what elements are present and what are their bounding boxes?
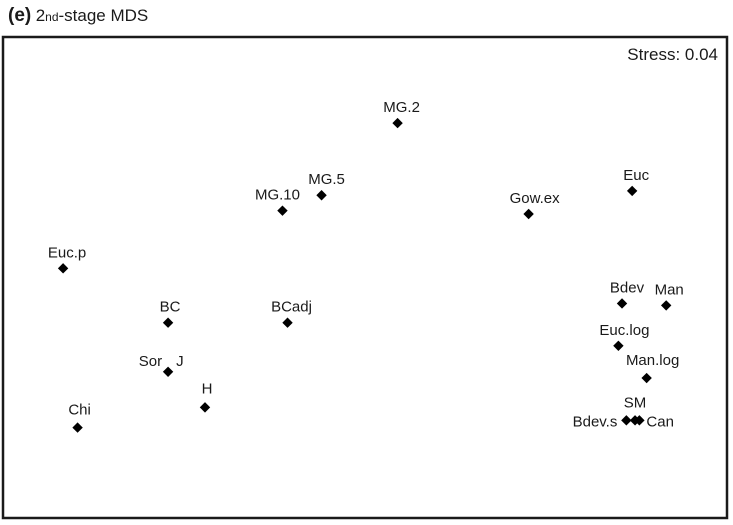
point-label-mg-2: MG.2	[383, 99, 420, 116]
point-marker-euc-log	[613, 340, 624, 352]
point-marker-chi	[72, 422, 83, 433]
title-ordinal-suffix: nd	[45, 10, 59, 24]
point-marker-gow-ex	[523, 208, 534, 220]
point-label-bdev-s: Bdev.s	[573, 413, 618, 430]
point-label-euc-log: Euc.log	[599, 322, 649, 339]
point-marker-mg-2	[392, 117, 403, 129]
point-label-h: H	[202, 380, 213, 397]
point-label-bcadj: BCadj	[271, 299, 312, 316]
point-label-j: J	[176, 353, 184, 370]
point-label-mg-5: MG.5	[308, 171, 345, 188]
point-label-man-log: Man.log	[626, 352, 679, 369]
panel-letter: (e)	[8, 5, 32, 26]
title-text: 2nd-stage MDS	[36, 6, 149, 25]
point-marker-mg-10	[277, 205, 288, 216]
point-label-euc: Euc	[623, 167, 649, 184]
point-label-sor: Sor	[139, 353, 162, 370]
point-marker-sor	[162, 366, 174, 377]
point-marker-man-log	[641, 372, 652, 384]
point-label-chi: Chi	[68, 402, 91, 419]
point-label-sm: SM	[624, 394, 647, 411]
chart-title: (e) 2nd-stage MDS	[8, 3, 148, 29]
point-marker-bc	[162, 317, 174, 328]
point-marker-can	[634, 415, 645, 426]
point-label-euc-p: Euc.p	[48, 244, 86, 261]
title-prefix: 2	[35, 6, 46, 25]
point-label-can: Can	[646, 413, 674, 430]
point-marker-mg-5	[316, 190, 327, 201]
stress-annotation: Stress: 0.04	[627, 45, 718, 64]
point-label-mg-10: MG.10	[255, 187, 300, 204]
points-layer: MG.2 MG.5 MG.10 Euc Gow.ex Euc.p BC BCadj Bdev Ma…	[48, 99, 684, 433]
point-marker-euc	[626, 185, 638, 197]
point-marker-bcadj	[282, 317, 293, 328]
point-label-gow-ex: Gow.ex	[510, 190, 561, 207]
point-label-bdev: Bdev	[610, 279, 645, 296]
point-marker-man	[660, 300, 672, 311]
plot-frame	[1, 35, 729, 520]
point-marker-bdev	[616, 298, 628, 309]
point-label-man: Man	[655, 281, 684, 298]
point-marker-h	[199, 402, 211, 413]
title-suffix: -stage MDS	[58, 6, 149, 25]
point-marker-euc-p	[57, 263, 69, 274]
point-label-bc: BC	[160, 299, 181, 316]
point-marker-bdev-s	[621, 415, 632, 426]
